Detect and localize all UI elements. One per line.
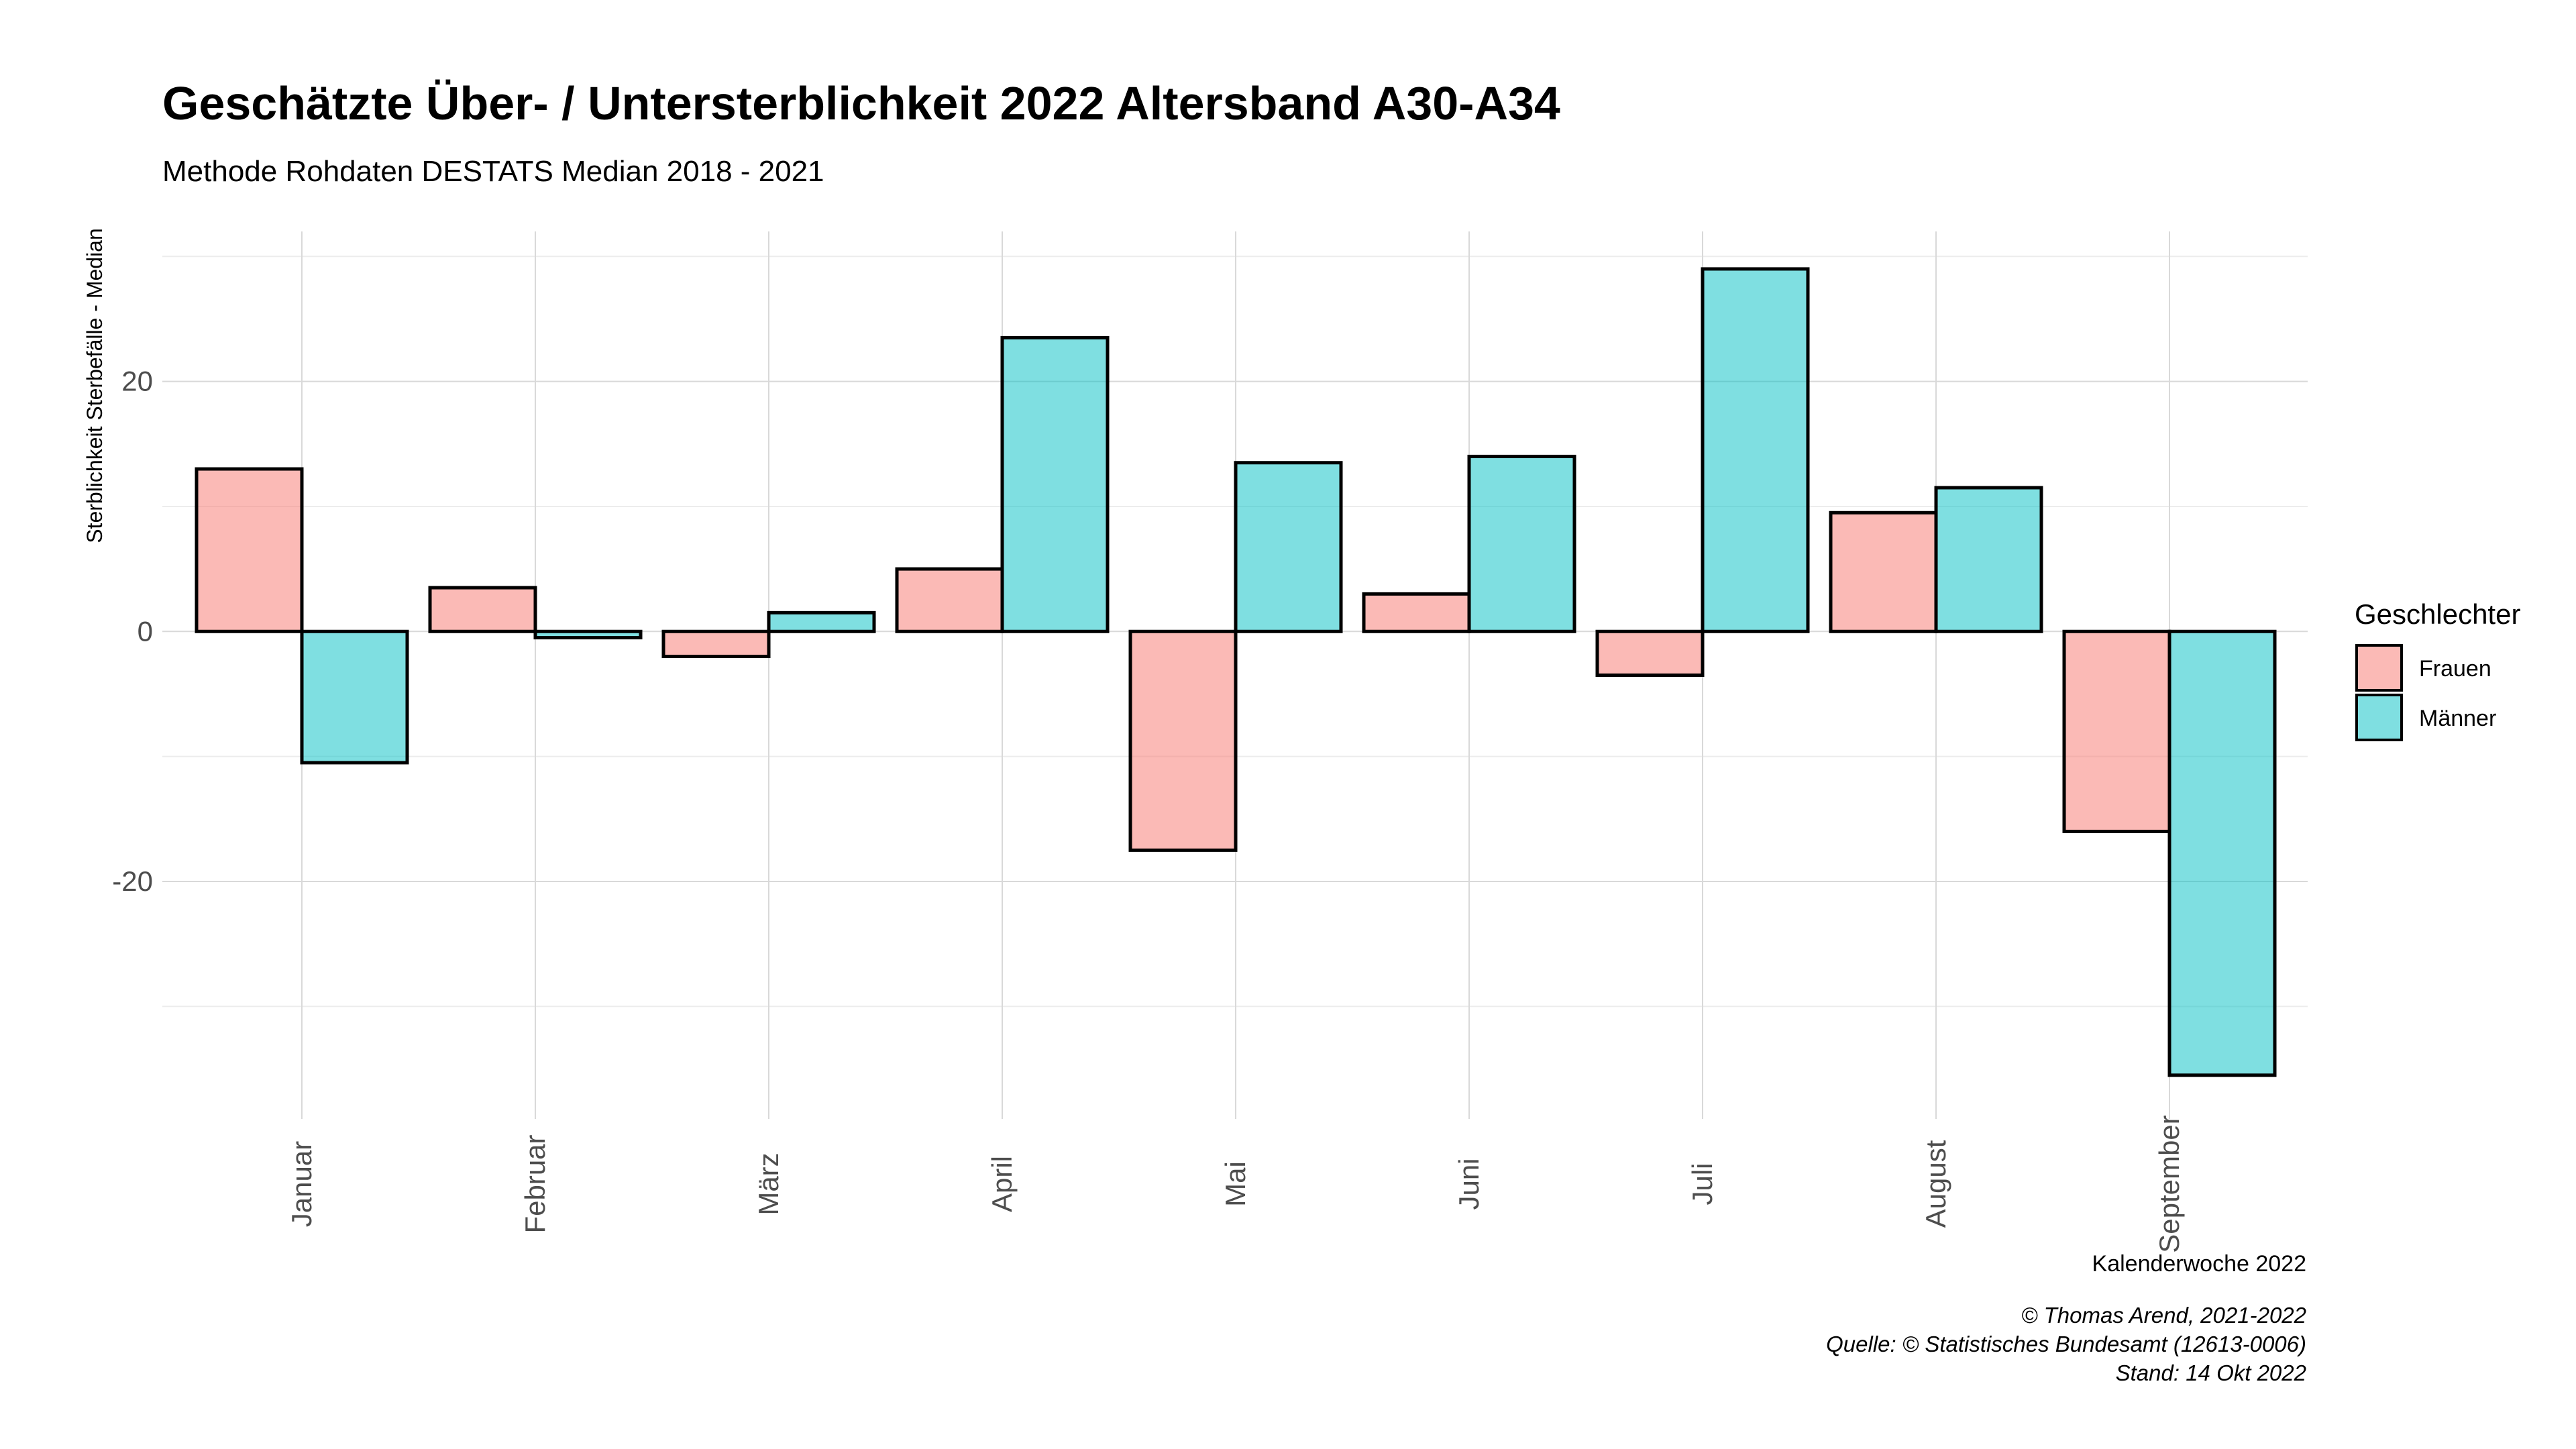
bar-mnner-7 [1934, 486, 2043, 633]
caption-line-1: © Thomas Arend, 2021-2022 [2021, 1303, 2306, 1328]
chart-subtitle: Methode Rohdaten DESTATS Median 2018 - 2… [162, 155, 824, 188]
x-tick-label: März [753, 1152, 784, 1215]
x-tick-label: September [2153, 1115, 2185, 1252]
x-tick-label: August [1920, 1140, 1951, 1228]
x-tick-label: Februar [519, 1134, 551, 1233]
caption-line-3: Stand: 14 Okt 2022 [2116, 1360, 2306, 1385]
x-tick-label: Mai [1220, 1161, 1251, 1207]
bar-frauen-2 [661, 629, 771, 659]
bar-frauen-5 [1362, 592, 1471, 633]
legend: Geschlechter Frauen Männer [2355, 598, 2520, 741]
bar-mnner-4 [1234, 461, 1343, 633]
x-axis-ticks: Januar Februar März April Mai Juni Juli August S… [286, 1115, 2185, 1252]
bar-frauen-8 [2062, 629, 2171, 833]
legend-label: Frauen [2419, 656, 2491, 682]
bar-mnner-3 [1000, 335, 1110, 633]
bar-frauen-4 [1128, 629, 1238, 852]
bar-frauen-0 [195, 467, 304, 633]
legend-key-mnner [2355, 694, 2403, 741]
caption-line-2: Quelle: © Statistisches Bundesamt (12613… [1826, 1332, 2306, 1356]
bar-frauen-3 [895, 567, 1004, 633]
bar-mnner-5 [1467, 454, 1576, 633]
x-tick-label: Juli [1686, 1163, 1718, 1205]
bar-mnner-6 [1701, 267, 1810, 633]
bar-frauen-6 [1595, 629, 1705, 677]
x-axis-label: Kalenderwoche 2022 [2092, 1251, 2306, 1277]
y-axis-label: Sterblichkeit Sterbefälle - Median [83, 228, 107, 543]
chart-title: Geschätzte Über- / Untersterblichkeit 20… [162, 77, 1560, 129]
legend-title: Geschlechter [2355, 598, 2520, 630]
bars [195, 267, 2277, 1077]
bar-mnner-0 [300, 629, 409, 765]
x-tick-label: April [986, 1156, 1018, 1212]
y-axis-ticks: -20 0 20 [112, 366, 153, 897]
bar-frauen-7 [1829, 511, 1938, 633]
y-tick-label: 20 [121, 366, 153, 397]
legend-key-frauen [2355, 644, 2403, 692]
caption: © Thomas Arend, 2021-2022 Quelle: © Stat… [1826, 1303, 2306, 1385]
bar-mnner-8 [2167, 629, 2277, 1077]
legend-label: Männer [2419, 706, 2496, 731]
y-tick-label: 0 [138, 615, 153, 647]
bar-mnner-2 [767, 610, 876, 633]
x-tick-label: Januar [286, 1141, 317, 1227]
x-tick-label: Juni [1453, 1158, 1485, 1210]
bar-mnner-1 [533, 629, 643, 640]
bar-frauen-1 [428, 586, 537, 633]
y-tick-label: -20 [112, 865, 153, 897]
